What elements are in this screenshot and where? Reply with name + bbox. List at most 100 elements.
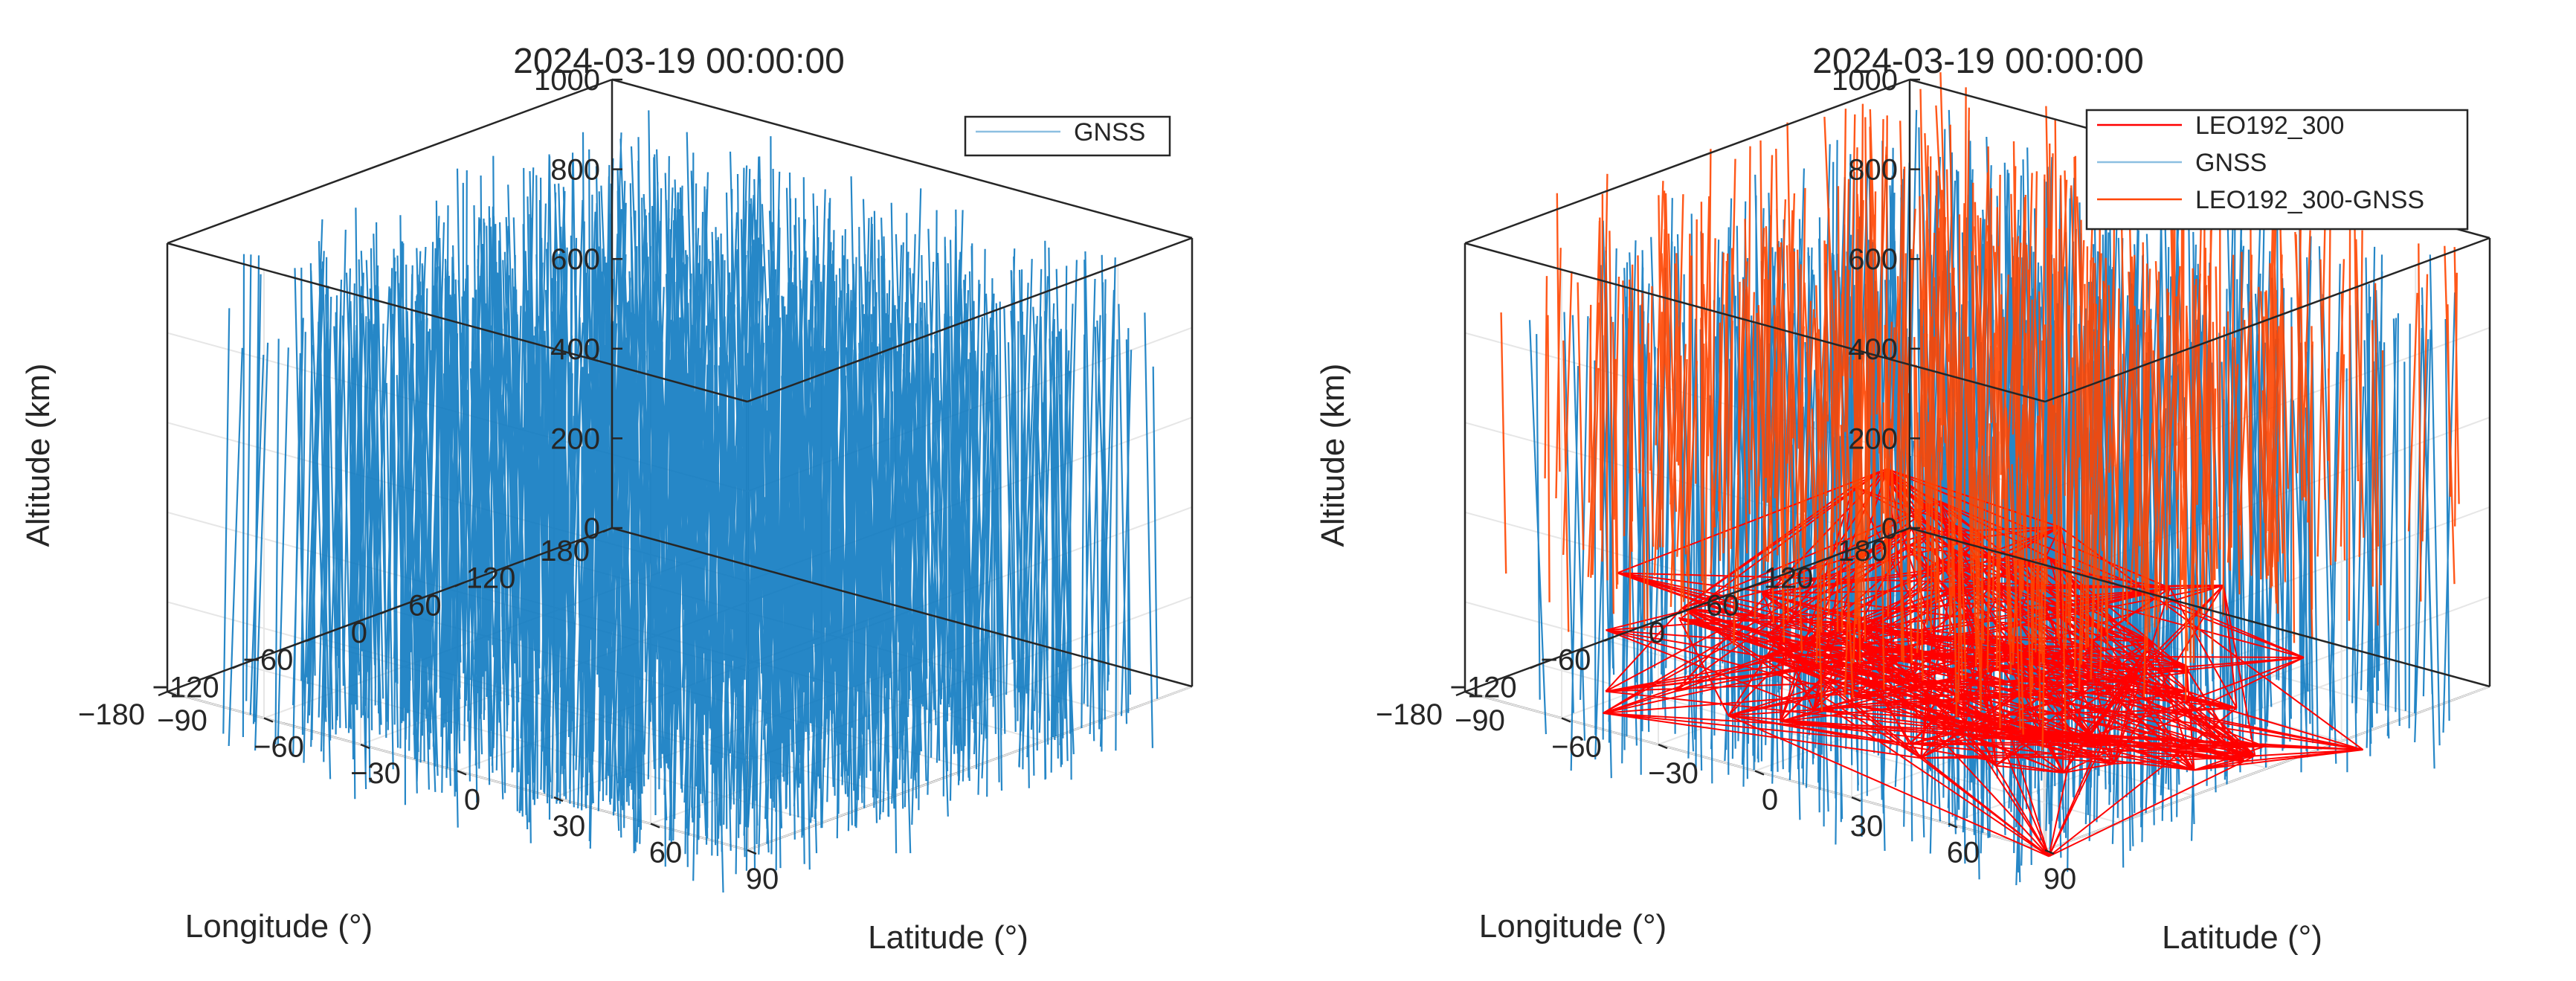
x-tick-mark bbox=[1826, 554, 1836, 560]
y-tick-label: −30 bbox=[1648, 757, 1698, 790]
series-leo192-300-gnss-lines bbox=[1500, 72, 2460, 750]
legend-box bbox=[2085, 109, 2469, 231]
x-tick-mark bbox=[1752, 582, 1762, 588]
box-edge bbox=[2044, 237, 2490, 403]
z-tick-label: 600 bbox=[550, 243, 600, 276]
x-tick-label: 60 bbox=[1706, 589, 1739, 622]
legend-box bbox=[964, 115, 1171, 157]
x-tick-label: −180 bbox=[78, 698, 145, 731]
series-leo192-300-lines bbox=[1603, 468, 2364, 858]
legend-label: LEO192_300-GNSS bbox=[2195, 186, 2424, 214]
y-tick-label: 0 bbox=[464, 784, 480, 817]
x-tick-label: 0 bbox=[351, 617, 367, 649]
y-tick-mark bbox=[1948, 823, 1958, 829]
z-tick-label: 600 bbox=[1848, 243, 1898, 276]
box-edge bbox=[1464, 242, 2046, 403]
x-tick-label: 0 bbox=[1649, 617, 1665, 649]
y-tick-mark bbox=[360, 743, 370, 750]
x-tick-label: −60 bbox=[242, 644, 293, 677]
x-tick-label: −60 bbox=[1540, 644, 1591, 677]
y-tick-mark bbox=[263, 717, 274, 723]
plot-title: 2024-03-19 00:00:00 bbox=[1812, 42, 2144, 81]
box-edge bbox=[167, 242, 748, 403]
y-tick-label: −90 bbox=[1455, 704, 1505, 737]
z-tick-label: 400 bbox=[550, 333, 600, 366]
y-axis-label: Latitude (°) bbox=[2162, 919, 2322, 956]
y-tick-label: −90 bbox=[157, 704, 207, 737]
x-tick-mark bbox=[1455, 690, 1466, 697]
x-tick-mark bbox=[1603, 636, 1614, 642]
y-tick-label: 60 bbox=[1947, 837, 1980, 869]
x-tick-mark bbox=[232, 663, 242, 669]
legend: LEO192_300 GNSS LEO192_300-GNSS bbox=[2085, 109, 2469, 231]
x-tick-mark bbox=[306, 636, 316, 642]
box-edge bbox=[1464, 78, 1910, 245]
plot-title: 2024-03-19 00:00:00 bbox=[513, 42, 845, 81]
x-tick-mark bbox=[602, 527, 613, 533]
y-tick-mark bbox=[1561, 717, 1571, 723]
z-tick-label: 200 bbox=[1848, 422, 1898, 455]
box-edge bbox=[611, 527, 1193, 688]
z-tick-label: 1000 bbox=[534, 64, 600, 97]
y-tick-mark bbox=[650, 823, 660, 829]
y-tick-mark bbox=[2044, 849, 2055, 855]
right-3d-plot: 2024-03-19 00:00:00 Altitude (km) Longit… bbox=[1315, 42, 2491, 956]
z-tick-label: 200 bbox=[550, 422, 600, 455]
z-tick-label: 400 bbox=[1848, 333, 1898, 366]
x-tick-label: 120 bbox=[1764, 562, 1814, 595]
x-axis-label: Longitude (°) bbox=[1479, 908, 1667, 945]
x-tick-mark bbox=[158, 690, 168, 697]
x-tick-label: −120 bbox=[1450, 671, 1517, 704]
x-tick-mark bbox=[1678, 608, 1688, 615]
x-tick-label: 180 bbox=[540, 535, 590, 567]
y-tick-label: 90 bbox=[2044, 863, 2077, 895]
y-tick-mark bbox=[1851, 796, 1861, 803]
box-edge bbox=[747, 237, 1193, 403]
x-tick-label: 120 bbox=[466, 562, 516, 595]
box-edge bbox=[167, 78, 613, 245]
series-gnss-lines bbox=[222, 110, 1159, 893]
y-tick-label: −30 bbox=[350, 757, 401, 790]
y-tick-label: 90 bbox=[746, 863, 779, 895]
x-tick-mark bbox=[1900, 527, 1910, 533]
y-tick-mark bbox=[747, 849, 757, 855]
x-tick-mark bbox=[1530, 663, 1540, 669]
z-tick-label: 0 bbox=[1881, 512, 1898, 545]
y-tick-label: 0 bbox=[1762, 784, 1778, 817]
z-tick-label: 0 bbox=[584, 512, 600, 545]
grid-line bbox=[167, 601, 748, 762]
y-axis-label: Latitude (°) bbox=[868, 919, 1028, 956]
x-tick-mark bbox=[528, 554, 538, 560]
legend-label: LEO192_300 bbox=[2195, 112, 2344, 140]
z-tick-label: 800 bbox=[550, 154, 600, 187]
y-tick-mark bbox=[1658, 743, 1668, 750]
y-tick-mark bbox=[167, 690, 177, 697]
y-tick-mark bbox=[553, 796, 564, 803]
y-tick-mark bbox=[1464, 690, 1475, 697]
legend: GNSS bbox=[964, 115, 1171, 157]
x-tick-mark bbox=[380, 608, 390, 615]
y-tick-label: 30 bbox=[1850, 810, 1884, 843]
x-tick-label: 180 bbox=[1838, 535, 1887, 567]
box-edge bbox=[611, 78, 1193, 239]
x-tick-label: −120 bbox=[152, 671, 219, 704]
z-tick-label: 1000 bbox=[1832, 64, 1898, 97]
z-axis-label: Altitude (km) bbox=[20, 364, 57, 547]
x-tick-label: −180 bbox=[1376, 698, 1443, 731]
legend-label: GNSS bbox=[1074, 118, 1145, 147]
box-edge bbox=[1909, 527, 2490, 688]
y-tick-label: −60 bbox=[254, 731, 304, 764]
left-3d-plot: 2024-03-19 00:00:00 Altitude (km) Longit… bbox=[20, 42, 1194, 956]
y-tick-label: 60 bbox=[649, 837, 683, 869]
x-axis-label: Longitude (°) bbox=[185, 908, 373, 945]
z-tick-label: 800 bbox=[1848, 154, 1898, 187]
legend-label: GNSS bbox=[2195, 149, 2267, 177]
y-tick-label: 30 bbox=[553, 810, 586, 843]
y-tick-label: −60 bbox=[1551, 731, 1602, 764]
y-tick-mark bbox=[457, 770, 467, 776]
x-tick-mark bbox=[454, 582, 465, 588]
x-tick-label: 60 bbox=[408, 589, 442, 622]
y-tick-mark bbox=[1754, 770, 1765, 776]
z-axis-label: Altitude (km) bbox=[1315, 364, 1351, 547]
